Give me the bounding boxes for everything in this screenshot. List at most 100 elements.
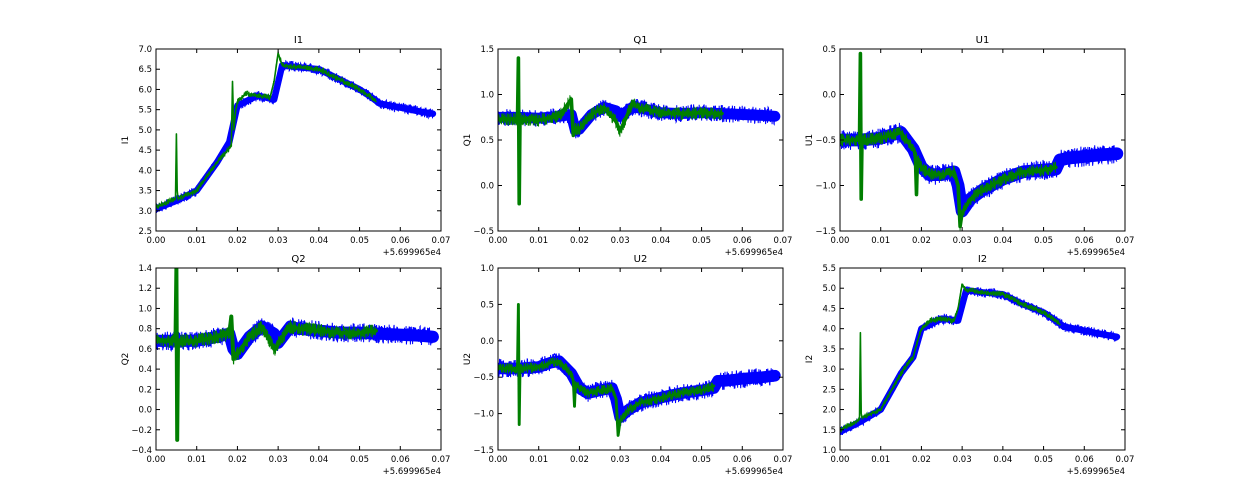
series-1 [156, 268, 378, 442]
chart-title: Q2 [291, 254, 305, 265]
x-offset-label: +5.699965e4 [383, 467, 441, 477]
y-tick-label: 0.5 [480, 136, 494, 146]
y-axis-label: I2 [805, 355, 815, 363]
y-axis-label: Q2 [121, 353, 131, 366]
y-tick-label: 1.2 [138, 284, 152, 294]
x-tick-label: 0.05 [1034, 455, 1053, 465]
x-tick-label: 0.01 [529, 455, 548, 465]
x-tick-label: 0.02 [570, 455, 589, 465]
series-noise [498, 66, 723, 196]
chart-title: Q1 [633, 35, 647, 46]
series-noise [840, 286, 1118, 437]
subplot-I1: 0.00 0.01 0.02 0.03 0.04 0.05 0.06 0.07 2.5 3.0 3.… [121, 35, 450, 258]
y-tick-label: 3.0 [822, 365, 836, 375]
y-tick-label: −1.5 [815, 227, 836, 237]
x-tick-label: 0.03 [611, 455, 630, 465]
y-tick-label: 7.0 [138, 45, 152, 55]
chart-title: I1 [294, 35, 303, 46]
chart-title: U2 [634, 254, 648, 265]
y-tick-label: 5.5 [138, 106, 152, 116]
y-tick-label: 2.5 [138, 227, 152, 237]
y-tick-label: 1.0 [480, 264, 494, 274]
series-line [498, 56, 724, 206]
axes-frame [155, 48, 442, 232]
x-tick-label: 0.07 [774, 455, 793, 465]
x-tick-label: 0.00 [147, 455, 166, 465]
y-axis-label: Q1 [463, 134, 473, 147]
x-tick-label: 0.02 [912, 455, 931, 465]
y-tick-label: 3.5 [822, 345, 836, 355]
y-tick-label: −0.4 [131, 446, 152, 456]
x-tick-label: 0.03 [611, 236, 630, 246]
x-tick-label: 0.05 [692, 236, 711, 246]
axes-frame [155, 267, 442, 451]
y-tick-label: 0.0 [480, 182, 494, 192]
y-tick-label: 6.5 [138, 65, 152, 75]
x-tick-label: 0.05 [350, 455, 369, 465]
x-tick-label: 0.00 [831, 236, 850, 246]
series-noise [156, 274, 377, 429]
y-tick-label: 0.0 [480, 337, 494, 347]
x-offset-label: +5.699965e4 [383, 248, 441, 258]
y-tick-label: 1.5 [822, 426, 836, 436]
x-tick-label: 0.04 [309, 455, 328, 465]
x-tick-label: 0.07 [432, 455, 451, 465]
y-tick-label: 6.0 [138, 85, 152, 95]
x-tick-label: 0.02 [228, 455, 247, 465]
y-tick-label: 0.4 [138, 365, 152, 375]
x-tick-label: 0.00 [147, 236, 166, 246]
y-tick-label: 0.5 [480, 300, 494, 310]
y-tick-label: 1.5 [480, 45, 494, 55]
y-tick-label: 2.0 [822, 406, 836, 416]
y-tick-label: −0.5 [473, 373, 494, 383]
subplot-I2: 0.00 0.01 0.02 0.03 0.04 0.05 0.06 0.07 1.0 1.5 2.… [805, 254, 1134, 477]
series-line [156, 268, 378, 442]
x-offset-label: +5.699965e4 [725, 467, 783, 477]
chart-title: U1 [976, 35, 990, 46]
subplot-U2: 0.00 0.01 0.02 0.03 0.04 0.05 0.06 0.07 −1.5 −1.0… [463, 254, 792, 477]
series-noise [156, 50, 377, 210]
y-axis-label: I1 [121, 136, 131, 144]
x-tick-label: 0.05 [1034, 236, 1053, 246]
series-1 [498, 56, 724, 206]
x-tick-label: 0.02 [570, 236, 589, 246]
y-tick-label: 4.0 [138, 166, 152, 176]
y-tick-label: −1.5 [473, 446, 494, 456]
x-offset-label: +5.699965e4 [725, 248, 783, 258]
axes-frame [839, 267, 1126, 451]
y-tick-label: −1.0 [473, 410, 494, 420]
x-tick-label: 0.03 [269, 236, 288, 246]
series-noise [840, 63, 1057, 231]
y-tick-label: 0.0 [138, 406, 152, 416]
y-tick-label: 1.0 [138, 304, 152, 314]
x-tick-label: 0.04 [309, 236, 328, 246]
x-tick-label: 0.07 [1116, 236, 1135, 246]
x-tick-label: 0.07 [432, 236, 451, 246]
x-tick-label: 0.00 [489, 236, 508, 246]
x-tick-label: 0.07 [1116, 455, 1135, 465]
axes-frame [497, 267, 784, 451]
x-tick-label: 0.01 [871, 236, 890, 246]
x-tick-label: 0.06 [733, 455, 752, 465]
series-1 [498, 302, 716, 437]
y-tick-label: 1.0 [822, 446, 836, 456]
x-tick-label: 0.04 [993, 236, 1012, 246]
x-tick-label: 0.06 [1075, 236, 1094, 246]
y-tick-label: −0.2 [131, 426, 152, 436]
y-tick-label: 4.5 [138, 146, 152, 156]
x-tick-label: 0.05 [350, 236, 369, 246]
y-tick-label: 0.8 [138, 325, 152, 335]
x-tick-label: 0.03 [953, 236, 972, 246]
y-tick-label: 3.0 [138, 207, 152, 217]
x-tick-label: 0.00 [831, 455, 850, 465]
y-tick-label: 5.0 [138, 126, 152, 136]
x-tick-label: 0.06 [733, 236, 752, 246]
x-tick-label: 0.02 [228, 236, 247, 246]
series-1 [840, 51, 1058, 231]
x-tick-label: 0.04 [651, 236, 670, 246]
y-tick-label: 1.0 [480, 91, 494, 101]
y-tick-label: 0.0 [822, 91, 836, 101]
y-tick-label: 0.2 [138, 385, 152, 395]
y-tick-label: 5.5 [822, 264, 836, 274]
